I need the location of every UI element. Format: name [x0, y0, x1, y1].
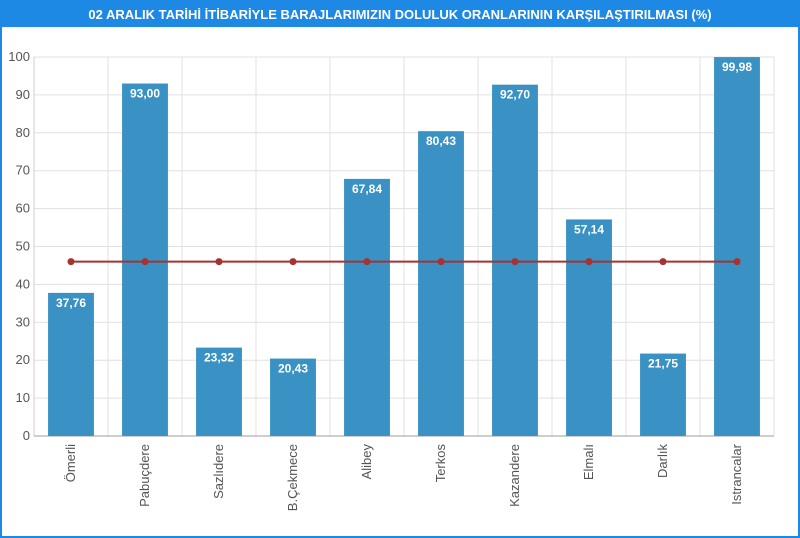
x-tick-label: Terkos	[433, 444, 448, 483]
bar-value-label: 92,70	[500, 88, 530, 102]
y-tick-label: 70	[16, 163, 30, 178]
bar	[196, 347, 242, 436]
y-tick-label: 90	[16, 87, 30, 102]
chart-title: 02 ARALIK TARİHİ İTİBARİYLE BARAJLARIMIZ…	[88, 7, 712, 22]
line-point	[437, 258, 445, 266]
x-tick-label: B.Çekmece	[285, 444, 300, 511]
bar	[640, 353, 686, 436]
bar	[418, 131, 464, 437]
bar	[344, 178, 390, 436]
line-point	[733, 258, 741, 266]
line-point	[585, 258, 593, 266]
bar-value-label: 57,14	[574, 222, 604, 236]
bar-value-label: 23,32	[204, 351, 234, 365]
x-tick-label: Sazlıdere	[211, 444, 226, 499]
x-tick-label: Pabuçdere	[137, 444, 152, 507]
line-point	[289, 258, 297, 266]
y-tick-label: 50	[16, 239, 30, 254]
y-tick-label: 40	[16, 276, 30, 291]
line-point	[141, 258, 149, 266]
line-point	[659, 258, 667, 266]
line-point	[363, 258, 371, 266]
bar-value-label: 21,75	[648, 357, 678, 371]
title-bar	[2, 2, 798, 27]
x-tick-label: Alibey	[359, 444, 374, 480]
bar-value-label: 37,76	[56, 296, 86, 310]
bar-value-label: 80,43	[426, 134, 456, 148]
x-tick-label: Ömerli	[63, 444, 78, 482]
y-tick-label: 80	[16, 125, 30, 140]
y-tick-label: 30	[16, 314, 30, 329]
bar	[270, 358, 316, 436]
x-tick-label: Kazandere	[507, 444, 522, 507]
bar-value-label: 93,00	[130, 87, 160, 101]
line-point	[215, 258, 223, 266]
y-tick-label: 10	[16, 390, 30, 405]
bar	[566, 219, 612, 436]
y-tick-label: 20	[16, 352, 30, 367]
bar-value-label: 20,43	[278, 362, 308, 376]
y-tick-label: 100	[8, 49, 30, 64]
bar-value-label: 99,98	[722, 60, 752, 74]
x-tick-label: Elmalı	[581, 444, 596, 480]
bar-value-label: 67,84	[352, 182, 382, 196]
line-point	[67, 258, 75, 266]
bar	[714, 57, 760, 436]
bar	[48, 292, 94, 436]
y-tick-label: 0	[23, 428, 30, 443]
y-tick-label: 60	[16, 201, 30, 216]
x-tick-label: Darlık	[655, 444, 670, 478]
x-tick-label: Istrancalar	[729, 443, 744, 504]
line-point	[511, 258, 519, 266]
